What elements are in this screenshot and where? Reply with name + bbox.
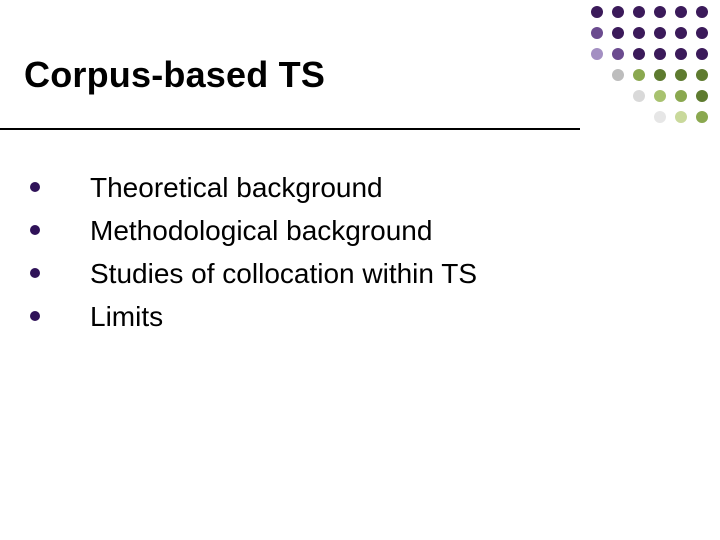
decor-dot — [654, 111, 666, 123]
decor-dot — [675, 69, 687, 81]
decor-dot — [612, 6, 624, 18]
decor-dot — [696, 6, 708, 18]
list-item-text: Limits — [90, 299, 163, 334]
decor-dot — [654, 69, 666, 81]
decor-dot — [696, 90, 708, 102]
decor-dot — [696, 27, 708, 39]
decor-dot — [612, 69, 624, 81]
decor-dot — [696, 69, 708, 81]
bullet-icon — [30, 182, 40, 192]
decor-dot — [591, 48, 603, 60]
decor-dot — [633, 27, 645, 39]
decor-dot — [654, 27, 666, 39]
decor-dot — [633, 90, 645, 102]
decor-dot — [633, 6, 645, 18]
title-region: Corpus-based TS — [24, 54, 580, 96]
decor-dot — [675, 111, 687, 123]
decor-dot — [675, 27, 687, 39]
decor-dot — [696, 48, 708, 60]
body-region: Theoretical background Methodological bac… — [30, 170, 670, 342]
slide-title: Corpus-based TS — [24, 54, 580, 96]
decor-dot — [612, 27, 624, 39]
decor-dot — [675, 90, 687, 102]
slide: Corpus-based TS Theoretical background Me… — [0, 0, 720, 540]
bullet-icon — [30, 311, 40, 321]
list-item: Methodological background — [30, 213, 670, 248]
list-item: Limits — [30, 299, 670, 334]
bullet-icon — [30, 225, 40, 235]
decor-dot — [612, 48, 624, 60]
title-underline — [0, 128, 580, 130]
dot-grid — [564, 6, 712, 127]
decor-dot — [654, 90, 666, 102]
decor-dot — [591, 6, 603, 18]
corner-decoration — [564, 6, 712, 127]
decor-dot — [591, 27, 603, 39]
decor-dot — [633, 48, 645, 60]
decor-dot — [675, 48, 687, 60]
decor-dot — [675, 6, 687, 18]
list-item: Theoretical background — [30, 170, 670, 205]
decor-dot — [654, 48, 666, 60]
list-item: Studies of collocation within TS — [30, 256, 670, 291]
bullet-list: Theoretical background Methodological bac… — [30, 170, 670, 334]
bullet-icon — [30, 268, 40, 278]
decor-dot — [696, 111, 708, 123]
list-item-text: Studies of collocation within TS — [90, 256, 477, 291]
list-item-text: Theoretical background — [90, 170, 383, 205]
list-item-text: Methodological background — [90, 213, 432, 248]
decor-dot — [633, 69, 645, 81]
decor-dot — [654, 6, 666, 18]
